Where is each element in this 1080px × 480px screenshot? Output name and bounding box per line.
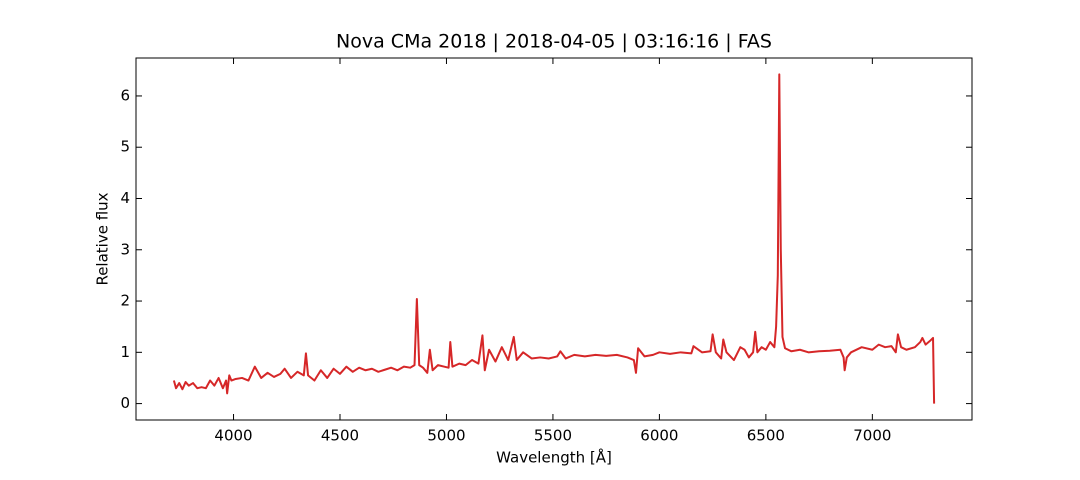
y-axis-label: Relative flux <box>94 192 112 285</box>
x-tick-label: 7000 <box>853 427 891 445</box>
y-tick-label: 2 <box>120 292 130 310</box>
y-tick-label: 4 <box>120 189 130 207</box>
y-tick-label: 0 <box>120 394 130 412</box>
x-tick-label: 4500 <box>321 427 359 445</box>
x-tick-label: 6000 <box>640 427 678 445</box>
x-tick-label: 5500 <box>534 427 572 445</box>
plot-frame <box>135 57 973 421</box>
y-tick-label: 5 <box>120 138 130 156</box>
y-tick-label: 3 <box>120 240 130 258</box>
y-tick-label: 6 <box>120 86 130 104</box>
x-axis-label: Wavelength [Å] <box>496 448 612 467</box>
x-tick-label: 6500 <box>747 427 785 445</box>
x-tick-label: 5000 <box>427 427 465 445</box>
x-tick-label: 4000 <box>214 427 252 445</box>
spectrum-line <box>172 73 936 404</box>
chart-title: Nova CMa 2018 | 2018-04-05 | 03:16:16 | … <box>336 31 772 53</box>
y-tick-label: 1 <box>120 343 130 361</box>
